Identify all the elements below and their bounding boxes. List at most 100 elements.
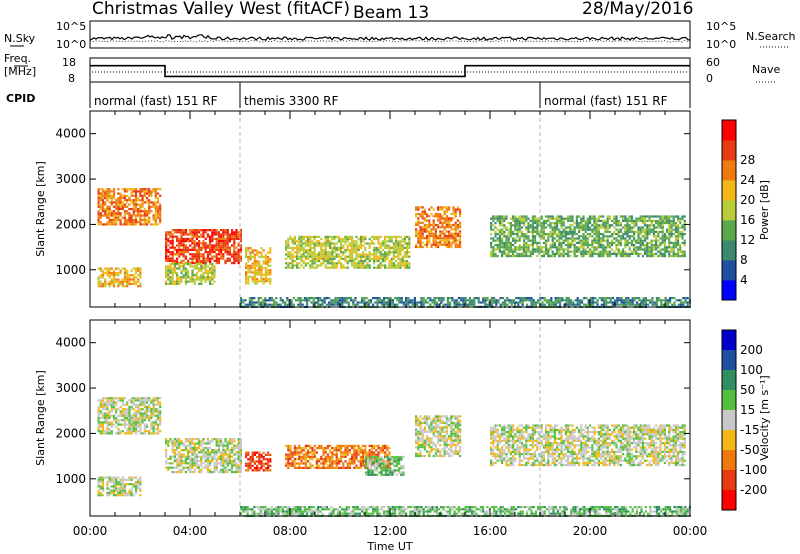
data-cell [209, 278, 212, 281]
data-cell [490, 224, 493, 227]
data-cell [509, 233, 512, 236]
data-cell [322, 249, 325, 252]
data-cell [514, 224, 517, 227]
data-cell [608, 250, 611, 253]
data-cell [653, 303, 656, 306]
data-cell [531, 224, 534, 227]
data-cell [537, 299, 540, 302]
data-cell [417, 223, 420, 227]
data-cell [390, 240, 393, 243]
data-cell [184, 271, 187, 274]
data-cell [595, 219, 598, 222]
data-cell [99, 494, 102, 497]
data-cell [646, 233, 649, 236]
data-cell [644, 244, 647, 247]
data-cell [549, 230, 552, 233]
data-cell [141, 188, 144, 191]
colorbar-swatch [722, 240, 736, 261]
data-cell [169, 280, 172, 283]
data-cell [514, 226, 517, 229]
data-cell [454, 208, 457, 211]
data-cell [650, 222, 653, 225]
data-cell [390, 260, 393, 263]
data-cell [617, 222, 620, 225]
data-cell [559, 301, 562, 304]
data-cell [209, 464, 212, 467]
data-cell [106, 476, 109, 479]
data-cell [108, 214, 111, 217]
data-cell [384, 255, 387, 258]
data-cell [134, 207, 138, 211]
data-cell [108, 210, 111, 213]
data-cell [119, 494, 122, 497]
data-cell [562, 255, 565, 258]
data-cell [171, 282, 174, 285]
data-cell [383, 301, 386, 304]
data-cell [128, 491, 131, 495]
data-cell [434, 228, 437, 231]
data-cell [176, 449, 179, 452]
data-cell [657, 230, 660, 233]
data-cell [456, 239, 459, 242]
data-cell [335, 249, 338, 252]
data-cell [567, 230, 570, 233]
data-cell [628, 226, 631, 229]
data-cell [430, 228, 433, 231]
data-cell [564, 217, 567, 220]
data-cell [128, 278, 131, 281]
data-cell [392, 253, 395, 256]
data-cell [589, 226, 592, 229]
data-cell [239, 231, 242, 234]
data-cell [559, 297, 562, 300]
data-cell [525, 237, 528, 240]
data-cell [215, 451, 218, 454]
data-cell [293, 240, 296, 243]
data-cell [171, 263, 174, 266]
data-cell [165, 460, 168, 463]
data-cell [448, 237, 451, 240]
data-cell [592, 297, 595, 300]
data-cell [591, 215, 594, 218]
data-cell [450, 234, 453, 238]
data-cell [595, 233, 598, 236]
data-cell [99, 401, 102, 404]
data-cell [187, 449, 190, 452]
data-cell [578, 215, 581, 218]
data-cell [490, 228, 493, 231]
data-cell [586, 226, 589, 229]
data-cell [195, 466, 198, 469]
data-cell [584, 219, 587, 222]
data-cell [134, 399, 138, 402]
data-cell [233, 246, 236, 249]
data-cell [178, 438, 181, 441]
data-cell [134, 216, 138, 219]
data-cell [247, 247, 250, 250]
data-cell [97, 192, 100, 195]
data-cell [217, 444, 220, 447]
data-cell [348, 249, 351, 252]
data-cell [680, 301, 683, 304]
data-cell [629, 301, 632, 304]
data-cell [589, 244, 592, 247]
data-cell [607, 297, 610, 300]
data-cell [314, 297, 317, 300]
data-cell [343, 299, 346, 302]
data-cell [384, 244, 387, 247]
data-cell [595, 230, 598, 233]
data-cell [520, 255, 523, 258]
data-cell [267, 280, 270, 283]
data-cell [191, 438, 194, 441]
data-cell [193, 257, 196, 260]
data-cell [220, 257, 223, 260]
data-cell [159, 203, 162, 206]
data-cell [220, 240, 223, 243]
data-cell [417, 239, 420, 242]
data-cell [514, 239, 517, 242]
data-cell [178, 444, 181, 447]
data-cell [260, 251, 263, 254]
data-cell [248, 301, 251, 304]
data-cell [104, 476, 107, 479]
data-cell [251, 271, 254, 274]
data-cell [106, 271, 109, 275]
data-cell [115, 494, 118, 497]
